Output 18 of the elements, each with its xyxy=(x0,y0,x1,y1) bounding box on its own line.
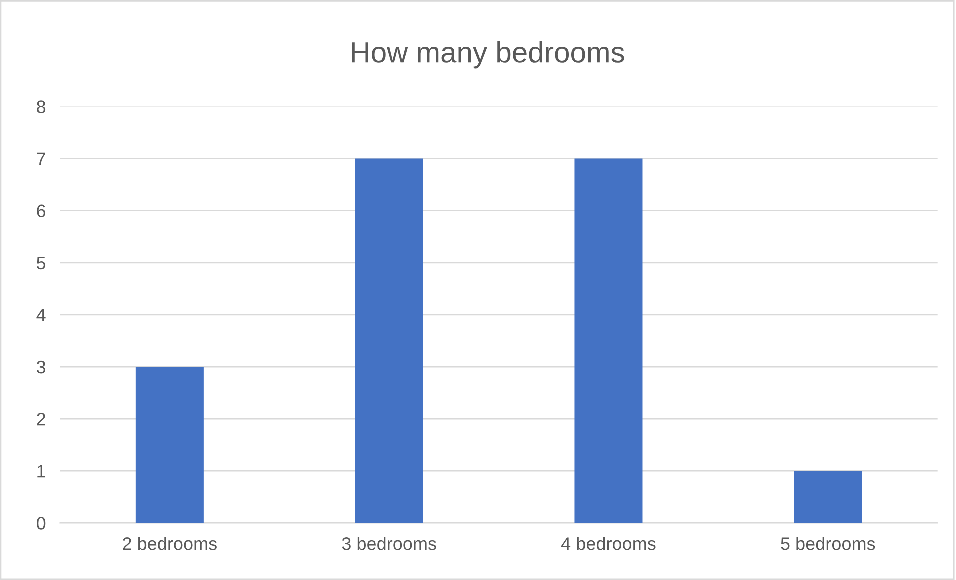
y-tick-label: 2 xyxy=(37,412,46,426)
y-tick-label: 4 xyxy=(36,309,46,322)
y-tick-label: 8 xyxy=(37,100,46,114)
bar xyxy=(574,158,643,524)
y-tick-label: 6 xyxy=(37,204,46,218)
x-tick-label: 3 bedrooms xyxy=(342,537,436,550)
x-tick-label: 4 bedrooms xyxy=(561,537,656,550)
y-tick-label: 0 xyxy=(37,517,46,530)
chart-title: How many bedrooms xyxy=(352,42,624,69)
y-tick-label: 3 xyxy=(36,360,46,374)
bar xyxy=(136,366,204,524)
y-tick-label: 5 xyxy=(37,257,46,270)
bar xyxy=(355,158,424,524)
x-tick-label: 2 bedrooms xyxy=(123,537,217,550)
x-tick-label: 5 bedrooms xyxy=(781,537,876,550)
y-tick-label: 1 xyxy=(38,465,46,478)
bar xyxy=(794,471,862,524)
y-tick-label: 7 xyxy=(37,152,46,166)
